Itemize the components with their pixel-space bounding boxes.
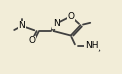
Text: O: O <box>67 12 74 21</box>
Text: O: O <box>28 36 35 45</box>
Text: N: N <box>19 21 25 30</box>
Text: N: N <box>53 19 60 28</box>
Text: NH: NH <box>85 41 98 50</box>
